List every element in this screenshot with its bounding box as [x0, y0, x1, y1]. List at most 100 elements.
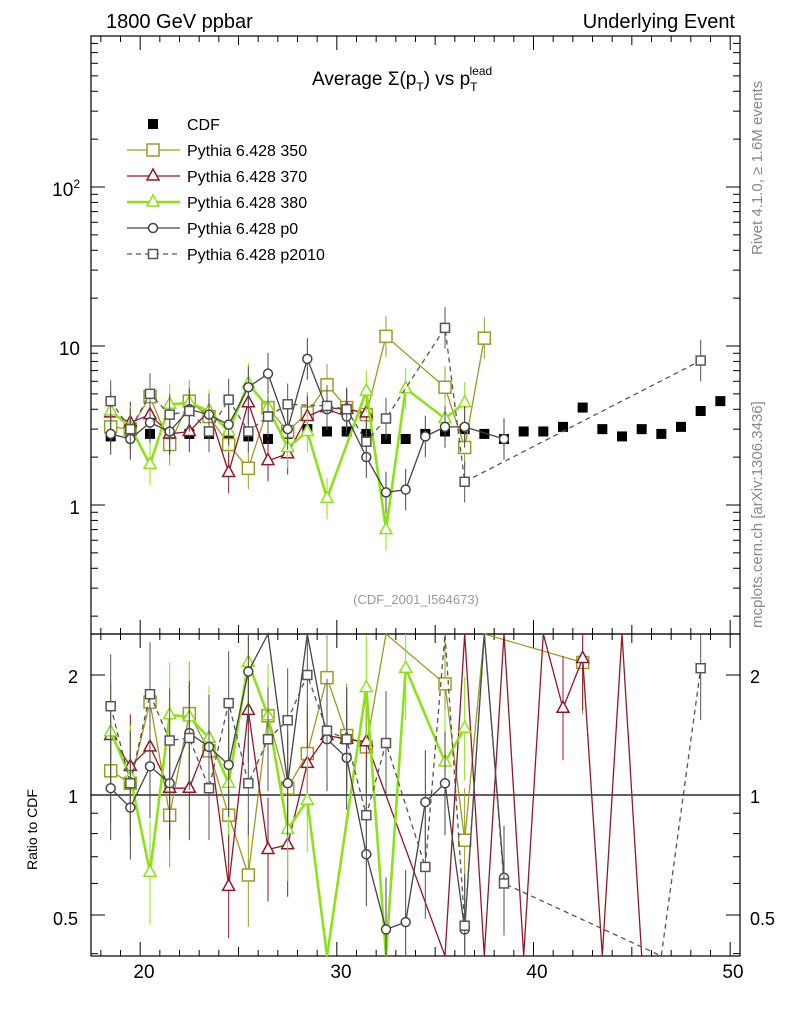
- point-pythia-6-428-p2010: [125, 423, 136, 435]
- point-pythia-6-428-350: [241, 461, 256, 476]
- point-cdf: [695, 406, 706, 417]
- ratio-point-pythia-6-428-p2010: [184, 732, 195, 744]
- ratio-series-pythia-6-428-p2010: [105, 633, 706, 957]
- point-pythia-6-428-p2010: [105, 395, 116, 407]
- ratio-point-pythia-6-428-p2010: [459, 920, 470, 931]
- ratio-point-pythia-6-428-p2010: [341, 733, 352, 745]
- ratio-point-pythia-6-428-370: [575, 649, 590, 664]
- point-pythia-6-428-p0: [223, 419, 234, 430]
- legend-label: CDF: [187, 117, 220, 134]
- ratio-ytick-labels: 0.5 1 2 0.5 1 2: [53, 667, 775, 929]
- ratio-ylabel: Ratio to CDF: [24, 789, 40, 870]
- point-cdf: [479, 428, 490, 439]
- point-pythia-6-428-p0: [400, 484, 411, 495]
- ratio-point-pythia-6-428-370: [221, 877, 236, 892]
- legend-item-pythia-6-428-p0: Pythia 6.428 p0: [127, 221, 298, 238]
- point-cdf: [715, 396, 726, 407]
- point-cdf: [597, 424, 608, 435]
- legend-item-pythia-6-428-380: Pythia 6.428 380: [127, 193, 307, 212]
- ratio-point-pythia-6-428-p0: [223, 759, 234, 771]
- legend-label: Pythia 6.428 350: [187, 143, 307, 160]
- point-cdf: [617, 431, 627, 442]
- point-pythia-6-428-350: [379, 329, 393, 344]
- xtick-30: 30: [330, 962, 351, 983]
- header-left: 1800 GeV ppbar: [106, 11, 253, 33]
- legend-label: Pythia 6.428 370: [187, 169, 307, 186]
- point-pythia-6-428-370: [260, 452, 276, 466]
- point-pythia-6-428-p2010: [203, 426, 215, 437]
- ratio-point-pythia-6-428-p0: [243, 666, 254, 677]
- point-pythia-6-428-380: [378, 521, 394, 535]
- legend-item-pythia-6-428-350: Pythia 6.428 350: [127, 143, 307, 160]
- point-pythia-6-428-p2010: [321, 400, 333, 412]
- point-pythia-6-428-380: [142, 455, 158, 470]
- ratio-point-pythia-6-428-p2010: [420, 861, 431, 873]
- point-pythia-6-428-380: [457, 394, 472, 408]
- ratio-point-pythia-6-428-p2010: [262, 733, 274, 745]
- ratio-point-pythia-6-428-p0: [105, 782, 116, 794]
- point-pythia-6-428-p2010: [695, 355, 706, 366]
- point-pythia-6-428-380: [319, 489, 335, 504]
- main-title: Average Σ(pT) vs pTlead: [312, 64, 492, 94]
- point-pythia-6-428-p2010: [262, 411, 274, 422]
- point-cdf: [636, 424, 647, 435]
- legend-marker: [145, 167, 161, 181]
- ratio-point-pythia-6-428-p2010: [164, 735, 175, 746]
- ratio-ytick-right-1: 1: [750, 787, 760, 807]
- main-series: [103, 307, 726, 551]
- ratio-point-pythia-6-428-350: [457, 833, 472, 847]
- point-pythia-6-428-p0: [262, 368, 274, 379]
- point-cdf: [400, 434, 411, 445]
- analysis-watermark: (CDF_2001_I564673): [353, 592, 479, 607]
- legend-marker: [147, 248, 159, 260]
- point-pythia-6-428-p2010: [361, 436, 372, 447]
- legend-marker: [146, 143, 160, 157]
- legend: CDF Pythia 6.428 350 Pythia 6.428 370 Pythi…: [127, 117, 325, 264]
- point-pythia-6-428-380: [300, 422, 315, 437]
- ratio-ytick-right-0.5: 0.5: [750, 909, 775, 929]
- point-cdf: [518, 426, 529, 437]
- ratio-point-pythia-6-428-p2010: [498, 878, 510, 889]
- series-line-pythia-6-428-p2010: [110, 326, 701, 483]
- ratio-point-pythia-6-428-p0: [400, 916, 411, 928]
- xtick-50: 50: [722, 962, 743, 983]
- mcplots-label: mcplots.cern.ch [arXiv:1306.3436]: [749, 401, 766, 628]
- ratio-point-pythia-6-428-350: [241, 868, 256, 882]
- xtick-40: 40: [526, 962, 547, 983]
- point-cdf: [263, 434, 273, 445]
- point-cdf: [656, 428, 667, 439]
- point-pythia-6-428-380: [359, 382, 374, 396]
- point-cdf: [676, 421, 686, 432]
- point-cdf: [538, 426, 549, 437]
- ratio-ytick-left-1: 1: [68, 787, 78, 807]
- point-pythia-6-428-p0: [144, 417, 156, 428]
- legend-item-cdf: CDF: [148, 117, 220, 134]
- ratio-point-pythia-6-428-380: [359, 678, 374, 693]
- point-pythia-6-428-380: [398, 379, 413, 394]
- header-right: Underlying Event: [583, 11, 736, 33]
- svg-text:102: 102: [52, 177, 80, 201]
- point-pythia-6-428-p0: [282, 423, 293, 435]
- ratio-point-pythia-6-428-p2010: [223, 697, 234, 709]
- ratio-point-pythia-6-428-p0: [439, 778, 451, 789]
- ratio-series: [103, 631, 706, 957]
- ratio-point-pythia-6-428-p2010: [302, 669, 313, 681]
- point-pythia-6-428-p2010: [164, 409, 175, 420]
- legend-item-pythia-6-428-p2010: Pythia 6.428 p2010: [127, 247, 325, 264]
- point-pythia-6-428-p2010: [439, 322, 451, 334]
- legend-label: Pythia 6.428 p2010: [187, 247, 325, 264]
- point-pythia-6-428-p2010: [341, 404, 352, 415]
- point-pythia-6-428-p0: [105, 428, 116, 440]
- legend-item-pythia-6-428-370: Pythia 6.428 370: [127, 167, 307, 186]
- ratio-point-pythia-6-428-p2010: [203, 782, 215, 794]
- point-cdf: [577, 402, 588, 413]
- svg-text:Average Σ(pT) vs pTlead: Average Σ(pT) vs pTlead: [312, 64, 492, 94]
- ratio-point-pythia-6-428-380: [142, 863, 158, 878]
- series-pythia-6-428-350: [103, 315, 492, 490]
- ratio-point-pythia-6-428-p0: [420, 796, 431, 808]
- point-pythia-6-428-p0: [459, 421, 470, 433]
- legend-label: Pythia 6.428 p0: [187, 221, 298, 238]
- point-pythia-6-428-p0: [302, 353, 313, 365]
- ytick-100: 102: [52, 177, 80, 201]
